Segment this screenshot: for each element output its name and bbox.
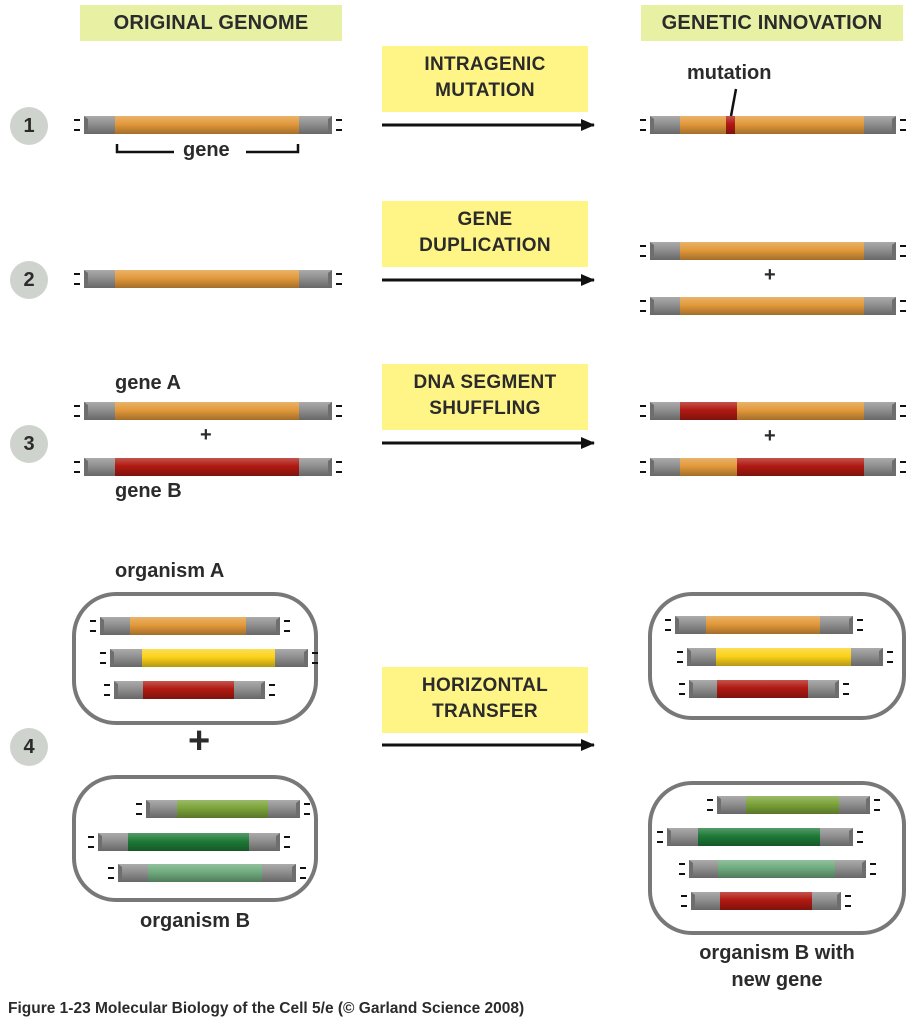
dna-row3-shuffled-1	[640, 402, 906, 420]
process-1-line1: INTRAGENIC	[424, 54, 546, 75]
dna-org-b-result-4-gene-1	[720, 892, 812, 910]
dna-row2-copy-1-gene-1	[680, 242, 864, 260]
dna-org-a-result-2-gene-1	[716, 648, 851, 666]
dna-row1-original-gene-1	[115, 116, 299, 134]
row-number-4: 4	[10, 728, 48, 766]
dna-org-a-3	[104, 681, 275, 699]
dna-row3-shuffled-1-gene-2	[737, 402, 864, 420]
annotation-lines	[115, 88, 738, 154]
dna-org-a-2	[100, 649, 318, 667]
dna-org-b-result-1-gene-1	[746, 796, 839, 814]
dna-org-b-2-gene-1	[128, 833, 249, 851]
label-plus-row3-right: +	[764, 425, 776, 447]
row-number-3: 3	[10, 425, 48, 463]
organism-b-new-line1: organism B with	[699, 942, 855, 964]
dna-row1-mutated-gene-1	[680, 116, 864, 134]
label-plus-row4: +	[188, 720, 211, 762]
dna-org-a-1-gene-1	[130, 617, 246, 635]
dna-org-b-2	[88, 833, 290, 851]
dna-org-b-3-gene-1	[148, 864, 262, 882]
dna-row1-mutated-gene-2	[726, 116, 735, 134]
gene-bracket-right	[246, 144, 300, 154]
label-plus-row2: +	[764, 264, 776, 286]
dna-org-a-result-2	[677, 648, 893, 666]
dna-org-b-3	[108, 864, 306, 882]
dna-org-a-2-gene-1	[142, 649, 275, 667]
dna-org-a-result-1	[665, 616, 863, 634]
dna-org-b-result-2	[657, 828, 863, 846]
dna-org-a-result-3-gene-1	[717, 680, 808, 698]
label-organism-b: organism B	[140, 910, 251, 932]
dna-gene-b	[74, 458, 342, 476]
dna-row3-shuffled-2-gene-2	[737, 458, 864, 476]
label-mutation: mutation	[687, 62, 772, 84]
dna-row2-original-gene-1	[115, 270, 299, 288]
process-4-line1: HORIZONTAL	[421, 675, 549, 696]
dna-org-b-1	[136, 800, 310, 818]
label-organism-a: organism A	[115, 560, 225, 582]
process-arrows	[382, 119, 595, 751]
organism-b-new-line2: new gene	[731, 969, 823, 991]
label-gene-b: gene B	[115, 480, 182, 502]
process-3-line2: SHUFFLING	[429, 398, 541, 419]
dna-org-b-result-3-gene-1	[718, 860, 835, 878]
dna-org-b-result-3	[679, 860, 876, 878]
label-organism-b-new-gene: organism B with new gene	[668, 940, 886, 994]
header-original-genome: ORIGINAL GENOME	[80, 5, 342, 41]
row-number-1: 1	[10, 107, 48, 145]
dna-row1-original	[74, 116, 342, 134]
dna-gene-a-gene-1	[115, 402, 299, 420]
organism-boxes	[72, 592, 906, 935]
process-4-line2: TRANSFER	[432, 701, 538, 722]
label-gene-a: gene A	[115, 372, 181, 394]
dna-org-b-result-2-gene-1	[698, 828, 820, 846]
dna-row1-mutated	[640, 116, 906, 134]
dna-row3-shuffled-2	[640, 458, 906, 476]
dna-gene-b-gene-1	[115, 458, 299, 476]
header-genetic-innovation: GENETIC INNOVATION	[641, 5, 903, 41]
row-number-2: 2	[10, 261, 48, 299]
dna-org-a-1	[90, 617, 290, 635]
process-2-line1: GENE	[457, 209, 513, 230]
gene-bracket-left	[115, 144, 174, 154]
process-horizontal-transfer: HORIZONTAL TRANSFER	[382, 667, 588, 733]
dna-org-a-3-gene-1	[143, 681, 234, 699]
dna-row3-shuffled-1-gene-1	[680, 402, 737, 420]
label-gene: gene	[183, 139, 230, 161]
dna-org-b-result-4	[681, 892, 851, 910]
dna-segments	[74, 116, 906, 910]
dna-row3-shuffled-2-gene-1	[680, 458, 737, 476]
process-intragenic-mutation: INTRAGENIC MUTATION	[382, 46, 588, 112]
process-gene-duplication: GENE DUPLICATION	[382, 201, 588, 267]
process-1-line2: MUTATION	[435, 80, 535, 101]
label-plus-row3-left: +	[200, 424, 212, 446]
dna-gene-a	[74, 402, 342, 420]
process-3-line1: DNA SEGMENT	[413, 372, 557, 393]
dna-row2-copy-1	[640, 242, 906, 260]
dna-org-b-result-1	[707, 796, 880, 814]
dna-row2-original	[74, 270, 342, 288]
dna-row2-copy-2	[640, 297, 906, 315]
figure-caption: Figure 1-23 Molecular Biology of the Cel…	[8, 1000, 525, 1017]
dna-org-a-result-3	[679, 680, 849, 698]
dna-org-a-result-1-gene-1	[706, 616, 820, 634]
process-2-line2: DUPLICATION	[419, 235, 551, 256]
process-dna-segment-shuffling: DNA SEGMENT SHUFFLING	[382, 364, 588, 430]
dna-row2-copy-2-gene-1	[680, 297, 864, 315]
mutation-pointer	[729, 88, 738, 117]
dna-org-b-1-gene-1	[177, 800, 268, 818]
